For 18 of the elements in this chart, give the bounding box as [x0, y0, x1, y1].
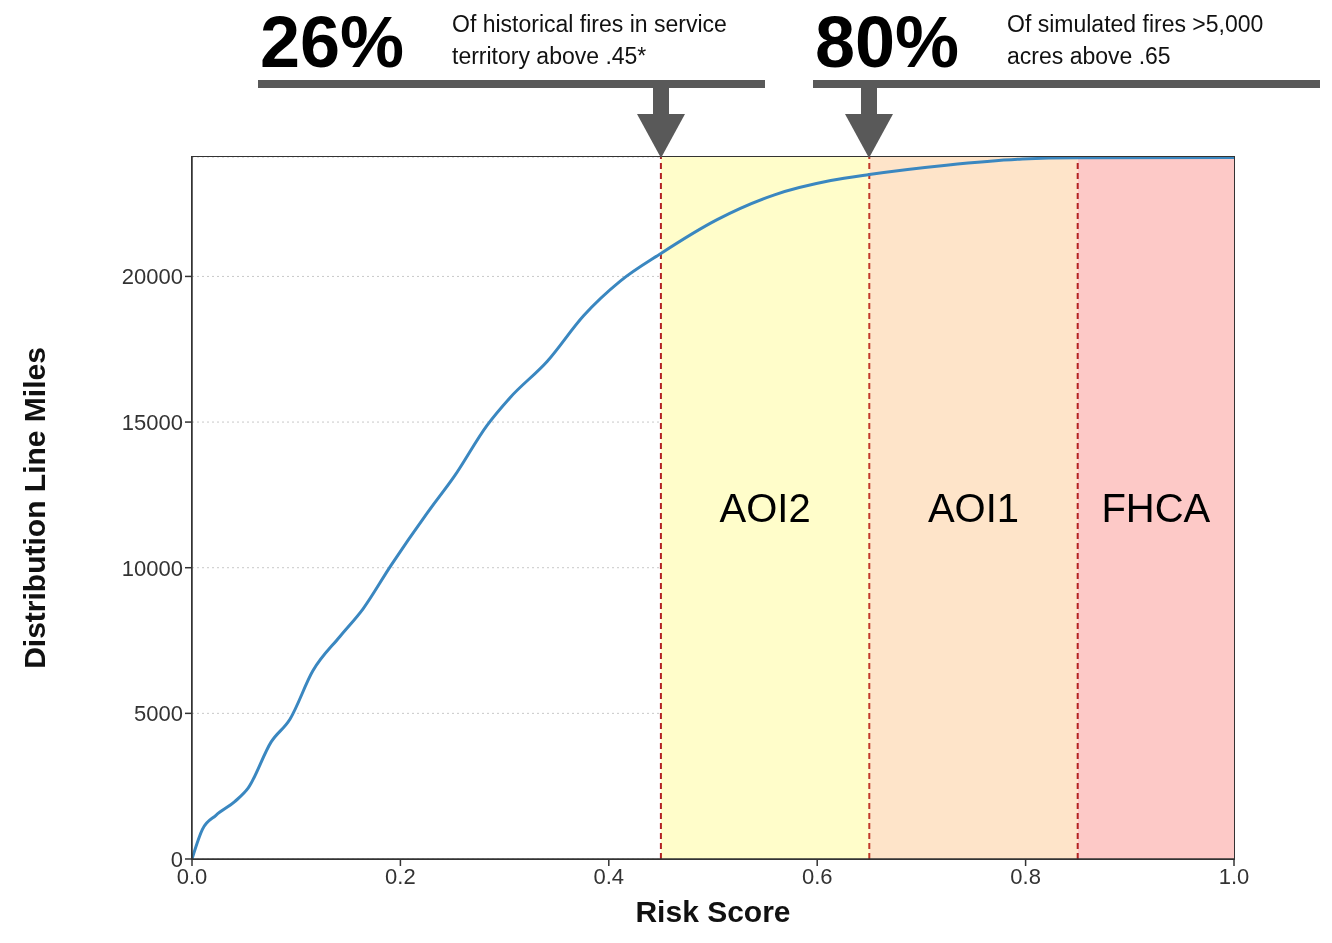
y-tick-label: 15000: [121, 409, 183, 435]
band-label: AOI2: [719, 486, 811, 531]
band-label: FHCA: [1101, 486, 1211, 531]
x-tick-label: 0.8: [1010, 863, 1041, 889]
text: 80%: [815, 1, 960, 84]
x-tick-label: 0.2: [385, 863, 416, 889]
y-axis-title: Distribution Line Miles: [18, 347, 52, 669]
x-tick-label: 1.0: [1218, 863, 1250, 889]
x-axis-title: Risk Score: [634, 895, 792, 929]
text: Of historical fires in service territory above .45*: [452, 10, 728, 71]
y-tick-label: 10000: [121, 555, 183, 581]
text: 26%: [260, 1, 405, 84]
y-tick-label: 5000: [134, 701, 183, 727]
text: Of simulated fires >5,000 acres above .65: [1007, 10, 1265, 71]
x-tick-label: 0.4: [593, 863, 625, 889]
y-tick-label: 20000: [121, 264, 183, 290]
band-label: AOI1: [927, 486, 1020, 531]
x-tick-label: 0.6: [801, 863, 833, 889]
